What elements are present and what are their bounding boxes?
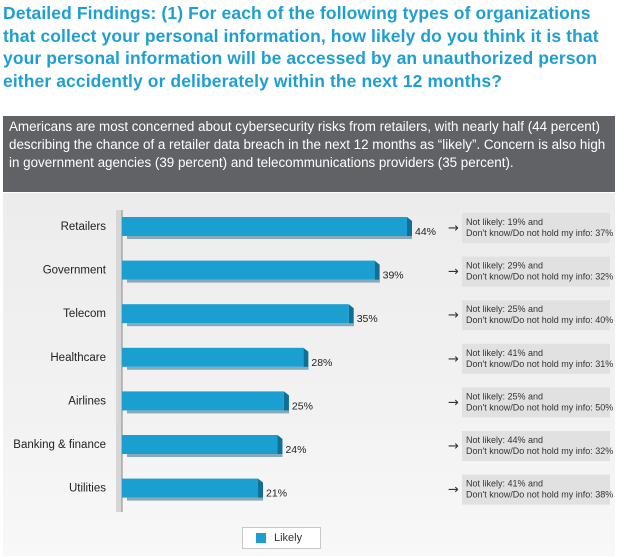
bar-depth xyxy=(303,347,309,370)
data-label: 24% xyxy=(285,444,306,456)
legend-swatch xyxy=(256,533,266,543)
category-label: Retailers xyxy=(61,221,107,233)
note-line: Not likely: 41% and xyxy=(466,479,543,489)
axis-side xyxy=(116,210,122,512)
category-label: Utilities xyxy=(69,483,106,495)
arrow-icon: → xyxy=(448,352,459,367)
bar-shadow xyxy=(127,454,283,457)
bar-shadow xyxy=(127,236,412,239)
category-label: Telecom xyxy=(63,308,106,320)
arrow-icon: → xyxy=(448,483,459,498)
note-box xyxy=(462,431,610,461)
note-line: Don't know/Do not hold my info: 38% xyxy=(466,490,613,500)
note-box xyxy=(462,300,610,331)
bar-depth xyxy=(348,304,354,327)
bar xyxy=(122,391,284,411)
bar xyxy=(122,478,259,498)
arrow-icon: → xyxy=(448,221,459,236)
bar-depth xyxy=(407,217,412,239)
bar-depth xyxy=(283,391,289,414)
category-label: Banking & finance xyxy=(13,439,106,451)
legend: Likely xyxy=(242,527,321,549)
note-line: Not likely: 29% and xyxy=(466,261,543,271)
page-title: Detailed Findings: (1) For each of the f… xyxy=(3,3,599,91)
bar-depth xyxy=(277,435,283,457)
data-label: 35% xyxy=(357,313,378,325)
note-line: Not likely: 25% and xyxy=(466,304,543,314)
note-box xyxy=(462,343,610,374)
bar xyxy=(122,304,349,324)
note-box xyxy=(462,256,610,287)
data-label: 21% xyxy=(266,488,287,500)
data-label: 44% xyxy=(415,226,436,238)
data-label: 28% xyxy=(311,357,332,369)
arrow-icon: → xyxy=(448,439,459,454)
bar xyxy=(122,347,304,367)
note-line: Not likely: 41% and xyxy=(466,348,543,358)
note-line: Don't know/Do not hold my info: 32% xyxy=(466,272,613,282)
note-line: Not likely: 25% and xyxy=(466,391,543,401)
arrow-icon: → xyxy=(448,395,459,410)
category-label: Healthcare xyxy=(50,352,106,364)
arrow-icon: → xyxy=(448,265,459,280)
note-line: Don't know/Do not hold my info: 37% xyxy=(466,228,613,238)
bar-shadow xyxy=(127,410,289,414)
category-label: Airlines xyxy=(68,395,106,407)
category-label: Government xyxy=(43,265,107,277)
note-line: Not likely: 44% and xyxy=(466,435,543,445)
bar-shadow xyxy=(127,323,354,327)
bar-shadow xyxy=(127,279,380,283)
bar-shadow xyxy=(127,497,264,501)
bar xyxy=(122,260,375,280)
note-line: Don't know/Do not hold my info: 31% xyxy=(466,359,613,369)
summary-text: Americans are most concerned about cyber… xyxy=(3,116,615,192)
bar-shadow xyxy=(127,366,309,370)
arrow-icon: → xyxy=(448,308,459,323)
note-box xyxy=(462,387,610,418)
bar-depth xyxy=(374,260,380,283)
bar xyxy=(122,217,407,236)
data-label: 25% xyxy=(292,400,313,412)
note-line: Not likely: 19% and xyxy=(466,217,543,227)
data-label: 39% xyxy=(383,270,404,282)
note-line: Don't know/Do not hold my info: 32% xyxy=(466,446,613,456)
note-box xyxy=(462,474,610,505)
note-line: Don't know/Do not hold my info: 50% xyxy=(466,402,613,412)
note-box xyxy=(462,213,610,243)
bar xyxy=(122,435,278,454)
legend-label: Likely xyxy=(274,532,303,544)
bar-depth xyxy=(258,478,264,501)
note-line: Don't know/Do not hold my info: 40% xyxy=(466,315,613,325)
